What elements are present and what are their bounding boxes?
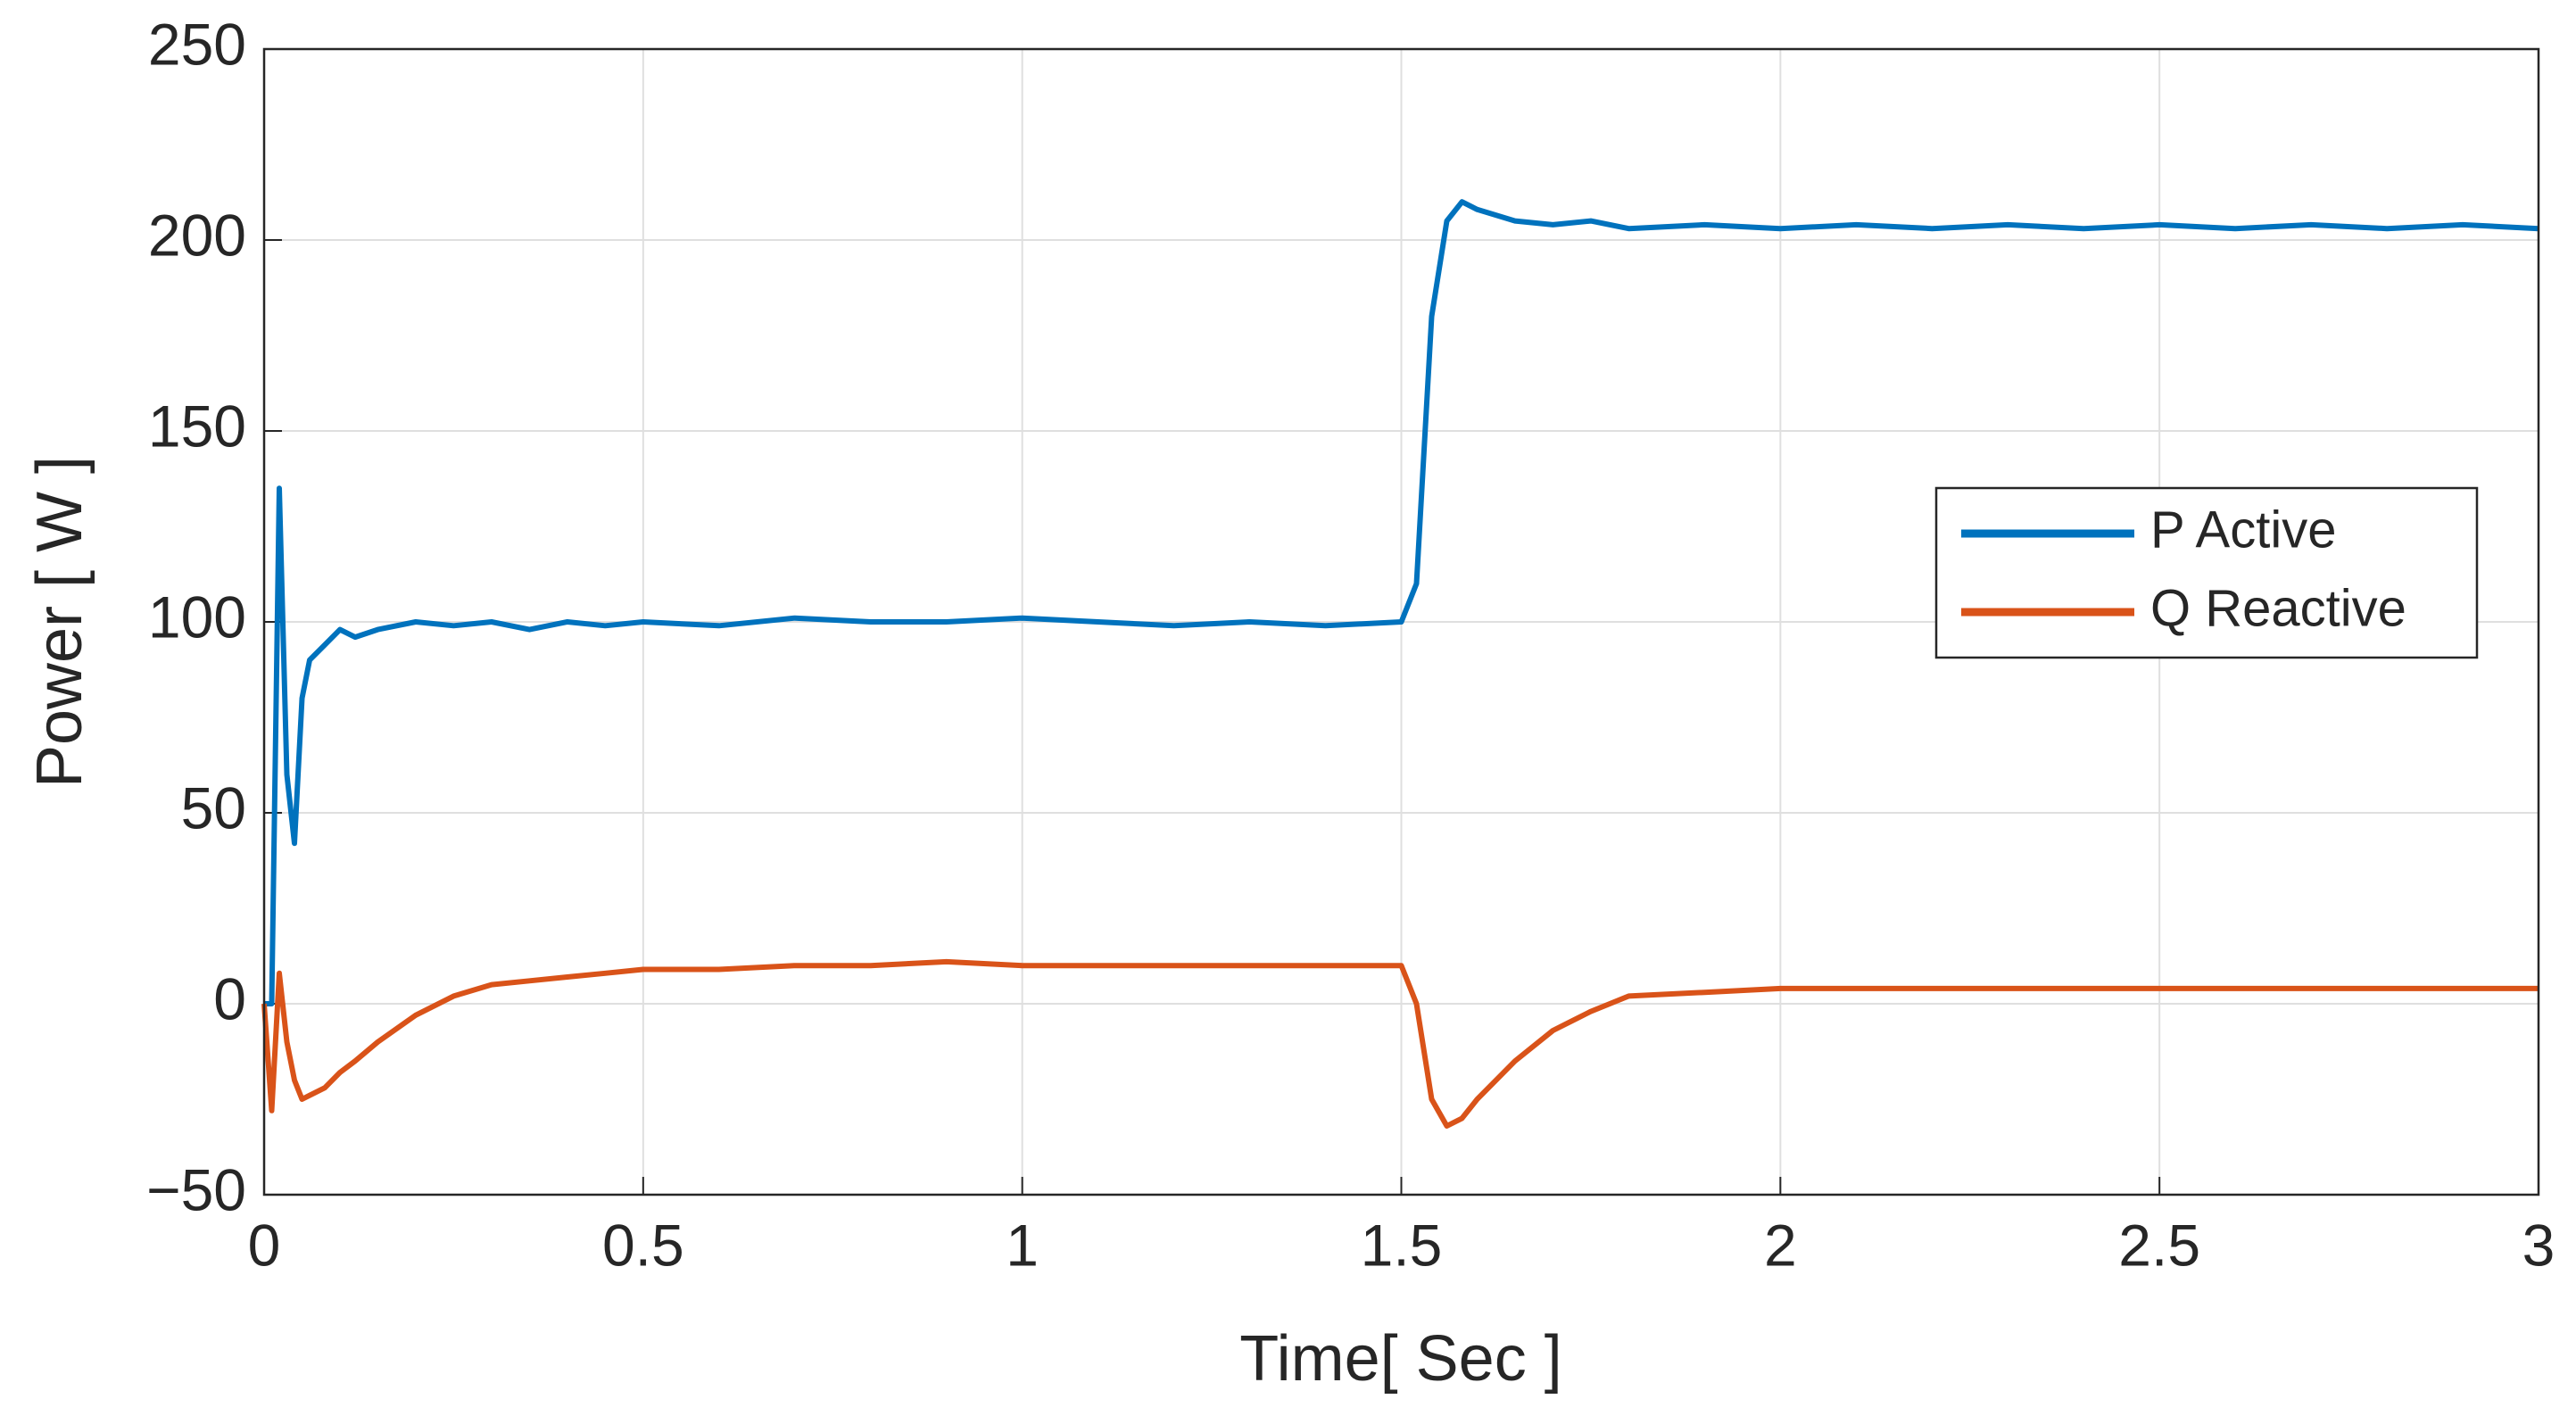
y-axis-label: Power [ W ] <box>24 456 95 788</box>
legend-label: Q Reactive <box>2150 579 2406 637</box>
x-tick-label: 2 <box>1764 1212 1797 1278</box>
y-tick-label: 0 <box>213 965 246 1031</box>
legend: P Active Q Reactive <box>1934 486 2479 659</box>
x-tick-label: 0 <box>248 1212 281 1278</box>
x-tick-label: 0.5 <box>602 1212 684 1278</box>
legend-label: P Active <box>2150 501 2337 559</box>
x-tick-label: 2.5 <box>2118 1212 2200 1278</box>
data-line <box>261 958 2539 1129</box>
data-line <box>264 199 2539 1006</box>
y-tick-label: −50 <box>146 1156 246 1222</box>
x-tick-label: 3 <box>2522 1212 2555 1278</box>
y-tick-label: 50 <box>181 774 246 840</box>
y-tick-label: 250 <box>148 11 246 77</box>
x-tick-label: 1 <box>1006 1212 1039 1278</box>
legend-box <box>1934 486 2479 659</box>
plot-frame <box>262 47 2540 1196</box>
x-tick-label: 1.5 <box>1361 1212 1443 1278</box>
y-tick-label: 150 <box>148 393 246 459</box>
y-tick-label: 200 <box>148 202 246 268</box>
x-axis-label: Time[ Sec ] <box>1239 1323 1561 1395</box>
y-tick-label: 100 <box>148 584 246 650</box>
